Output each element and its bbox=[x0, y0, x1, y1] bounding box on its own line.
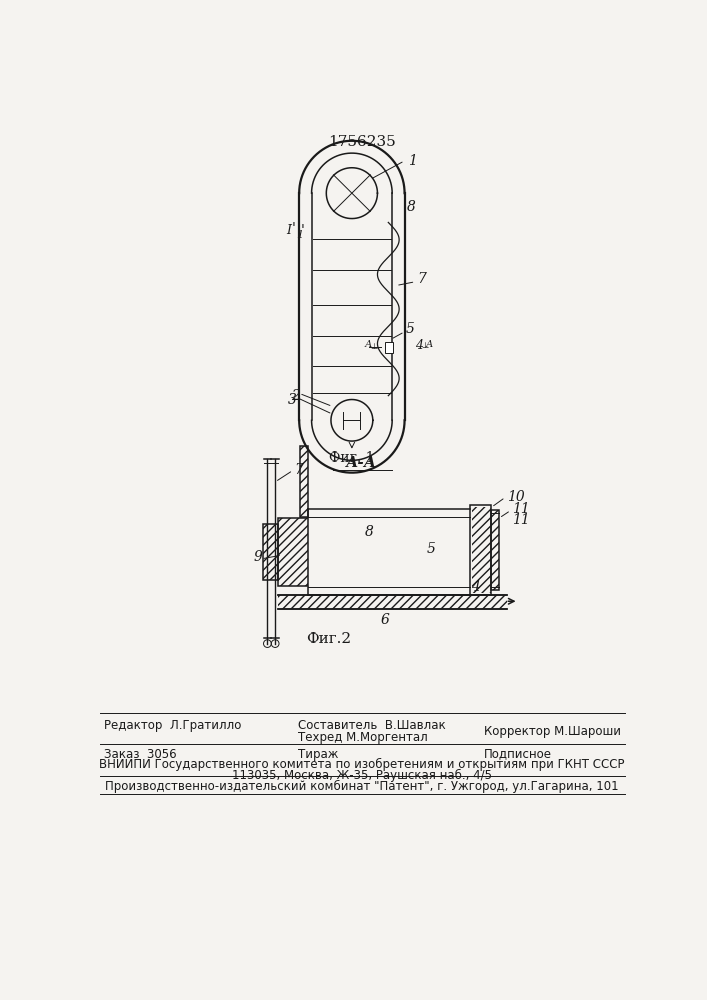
Bar bbox=[279, 518, 308, 586]
Text: Производственно-издательский комбинат "Патент", г. Ужгород, ул.Гагарина, 101: Производственно-издательский комбинат "П… bbox=[105, 780, 619, 793]
Text: 8: 8 bbox=[364, 525, 373, 539]
Text: Подписное: Подписное bbox=[484, 748, 551, 761]
Text: 8: 8 bbox=[407, 200, 416, 214]
Text: ': ' bbox=[291, 221, 296, 235]
Text: 1756235: 1756235 bbox=[328, 135, 396, 149]
Text: Фиг. 1: Фиг. 1 bbox=[329, 451, 375, 465]
Bar bbox=[491, 510, 499, 590]
Text: 3: 3 bbox=[288, 393, 297, 407]
Text: 9: 9 bbox=[253, 550, 262, 564]
Text: А-А: А-А bbox=[346, 456, 378, 470]
Bar bbox=[469, 505, 491, 595]
Bar bbox=[491, 510, 499, 590]
Text: 2: 2 bbox=[291, 389, 300, 403]
Text: Фиг.2: Фиг.2 bbox=[306, 632, 351, 646]
Text: А: А bbox=[426, 340, 433, 349]
Bar bbox=[385, 342, 393, 353]
Bar bbox=[279, 595, 507, 609]
Text: 5: 5 bbox=[427, 542, 436, 556]
Text: 1: 1 bbox=[408, 154, 416, 168]
Text: 7: 7 bbox=[417, 272, 426, 286]
Bar bbox=[263, 524, 279, 580]
Text: Корректор М.Шароши: Корректор М.Шароши bbox=[484, 725, 621, 738]
Text: Техред М.Моргентал: Техред М.Моргентал bbox=[298, 731, 427, 744]
Text: 113035, Москва, Ж-35, Раушская наб., 4/5: 113035, Москва, Ж-35, Раушская наб., 4/5 bbox=[232, 769, 492, 782]
Text: Составитель  В.Шавлак: Составитель В.Шавлак bbox=[298, 719, 445, 732]
Text: 11: 11 bbox=[513, 513, 530, 527]
Text: ⊥: ⊥ bbox=[421, 341, 428, 350]
Text: 1: 1 bbox=[296, 230, 303, 240]
Text: ⊥: ⊥ bbox=[370, 342, 378, 351]
Text: ВНИИПИ Государственного комитета по изобретениям и открытиям при ГКНТ СССР: ВНИИПИ Государственного комитета по изоб… bbox=[99, 758, 625, 771]
Bar bbox=[472, 507, 491, 593]
Text: 5: 5 bbox=[406, 322, 415, 336]
Text: Заказ  3056: Заказ 3056 bbox=[104, 748, 177, 761]
Text: I: I bbox=[286, 224, 291, 237]
Text: Тираж: Тираж bbox=[298, 748, 338, 761]
Bar bbox=[300, 446, 308, 517]
Text: 7: 7 bbox=[295, 463, 303, 477]
Bar bbox=[279, 518, 308, 586]
Text: А: А bbox=[365, 340, 373, 349]
Text: ': ' bbox=[300, 223, 305, 237]
Text: 11: 11 bbox=[513, 502, 530, 516]
Text: 6: 6 bbox=[380, 613, 390, 628]
Text: 4: 4 bbox=[472, 580, 480, 594]
Text: 10: 10 bbox=[507, 490, 525, 504]
Text: 4: 4 bbox=[416, 339, 423, 352]
Text: Редактор  Л.Гратилло: Редактор Л.Гратилло bbox=[104, 719, 241, 732]
Bar bbox=[263, 524, 279, 580]
